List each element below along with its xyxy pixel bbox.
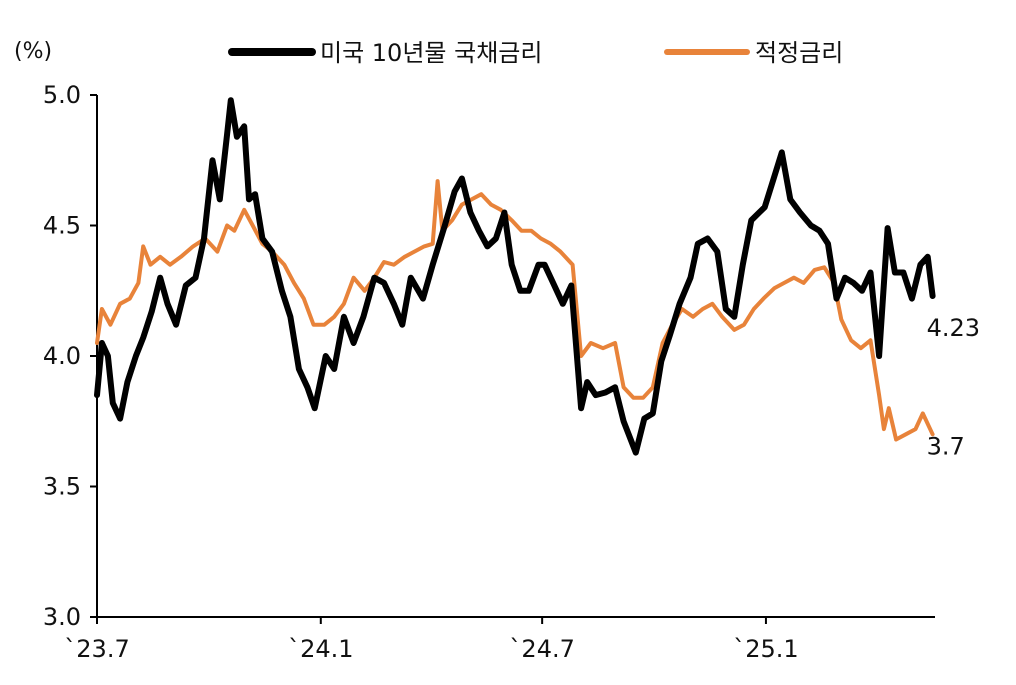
y-tick-label: 4.0 bbox=[43, 342, 81, 370]
y-tick-label: 5.0 bbox=[43, 81, 81, 109]
x-tick-label: `24.1 bbox=[288, 635, 353, 663]
x-tick-label: `25.1 bbox=[733, 635, 798, 663]
series-layer bbox=[94, 97, 936, 456]
y-tick-label: 3.0 bbox=[43, 603, 81, 631]
series-line-us10y bbox=[94, 97, 936, 456]
legend: 미국 10년물 국채금리 적정금리 bbox=[228, 39, 843, 67]
legend-label: 미국 10년물 국채금리 bbox=[320, 39, 542, 67]
end-labels: 4.23 3.7 bbox=[927, 314, 980, 460]
x-tick-label: `23.7 bbox=[64, 635, 129, 663]
y-axis: 3.0 3.5 4.0 4.5 5.0 bbox=[43, 81, 98, 631]
y-tick-label: 4.5 bbox=[43, 212, 81, 240]
series-line-fair-rate bbox=[95, 179, 935, 442]
y-unit-label: (%) bbox=[14, 39, 52, 64]
x-axis: `23.7 `24.1 `24.7 `25.1 bbox=[64, 616, 935, 663]
end-value-label: 4.23 bbox=[927, 314, 980, 342]
legend-label: 적정금리 bbox=[755, 39, 843, 67]
y-tick-label: 3.5 bbox=[43, 473, 81, 501]
end-value-label: 3.7 bbox=[927, 432, 965, 460]
x-tick-label: `24.7 bbox=[509, 635, 574, 663]
